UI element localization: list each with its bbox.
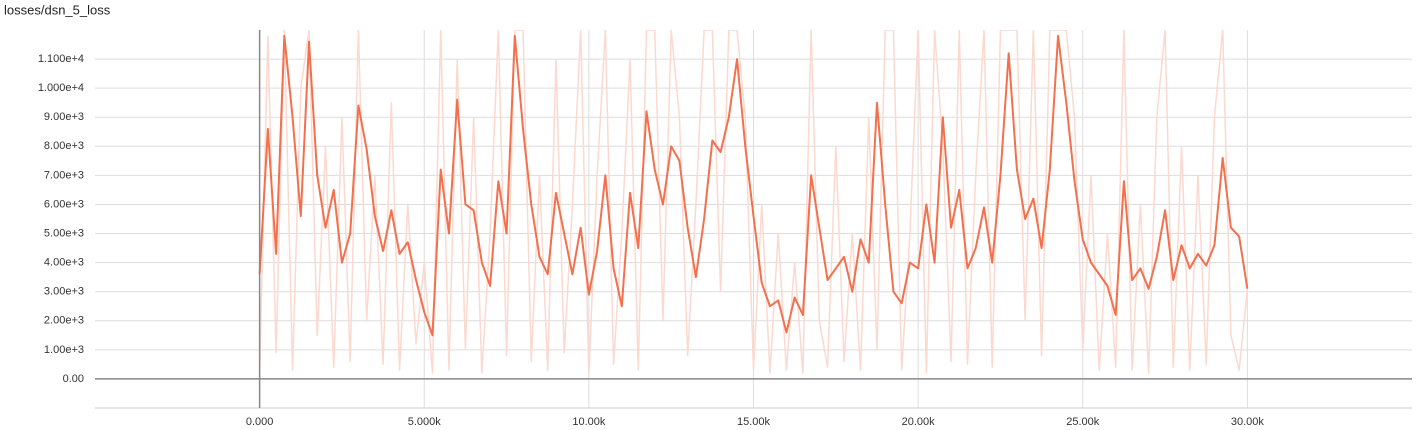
x-tick-label: 10.00k — [572, 416, 606, 428]
y-tick-label: 3.00e+3 — [44, 286, 84, 298]
x-tick-label: 5.000k — [408, 416, 442, 428]
y-tick-label: 1.000e+4 — [38, 82, 84, 94]
plot-area — [258, 30, 1249, 374]
chart-title: losses/dsn_5_loss — [4, 2, 111, 17]
axes: 0.00 1.00e+3 2.00e+3 3.00e+3 4.00e+3 5.00e+3 6… — [38, 30, 1412, 428]
y-tick-label: 6.00e+3 — [44, 198, 84, 210]
y-tick-label: 5.00e+3 — [44, 227, 84, 239]
x-tick-label: 0.000 — [246, 416, 274, 428]
y-tick-label: 0.00 — [63, 373, 84, 385]
y-tick-label: 1.100e+4 — [38, 53, 84, 65]
x-tick-label: 20.00k — [902, 416, 936, 428]
x-tick-label: 30.00k — [1231, 416, 1265, 428]
x-tick-label: 15.00k — [737, 416, 771, 428]
y-tick-label: 9.00e+3 — [44, 111, 84, 123]
y-tick-label: 8.00e+3 — [44, 140, 84, 152]
y-tick-label: 4.00e+3 — [44, 257, 84, 269]
y-tick-label: 2.00e+3 — [44, 315, 84, 327]
series-line — [258, 30, 1249, 374]
y-tick-label: 7.00e+3 — [44, 169, 84, 181]
series-line — [258, 34, 1249, 337]
y-tick-label: 1.00e+3 — [44, 344, 84, 356]
x-tick-label: 25.00k — [1066, 416, 1100, 428]
